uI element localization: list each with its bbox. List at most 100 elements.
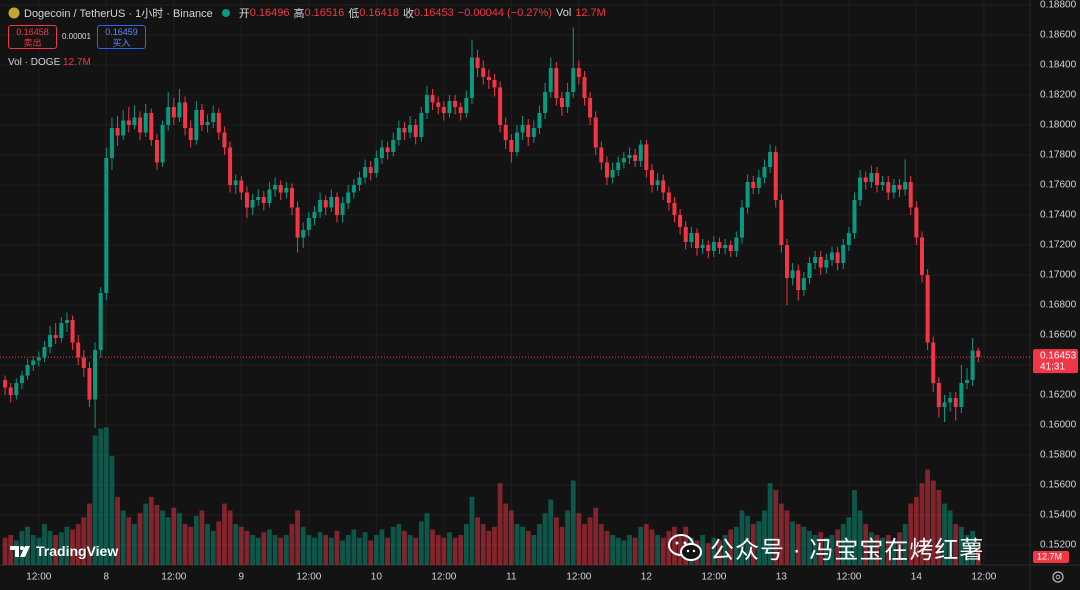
volume-bar	[385, 537, 390, 565]
candle-body	[751, 181, 756, 188]
volume-bar	[30, 535, 36, 565]
volume-bar	[812, 535, 818, 565]
candle-body	[36, 357, 41, 361]
volume-bar	[340, 540, 345, 565]
tradingview-logo[interactable]: TradingView	[10, 543, 118, 559]
volume-bar	[458, 535, 464, 565]
volume-bar	[480, 524, 486, 565]
candle-body	[211, 112, 216, 122]
candle-body	[441, 106, 446, 113]
volume-bar	[930, 480, 936, 565]
volume-bar	[368, 540, 374, 565]
y-tick-label: 0.17600	[1040, 180, 1077, 191]
candle-body	[717, 241, 722, 248]
candle-body	[453, 100, 458, 107]
legend-header: Dogecoin / TetherUS · 1小时 · Binance 开 0.1…	[8, 5, 606, 21]
candle-body	[289, 187, 294, 208]
y-tick-label: 0.15200	[1040, 540, 1077, 551]
candle-body	[64, 320, 69, 324]
volume-bar	[672, 526, 677, 565]
volume-bar	[58, 532, 64, 565]
volume-bar	[790, 521, 796, 565]
candle-body	[903, 181, 908, 190]
volume-bar	[632, 537, 638, 565]
volume-bar	[109, 455, 115, 565]
candle-body	[964, 380, 969, 384]
candle-body	[340, 202, 345, 215]
volume-bar	[70, 529, 75, 565]
volume-bar	[177, 513, 182, 565]
candle-body	[931, 342, 936, 384]
vol-label: Vol	[555, 7, 572, 19]
watermark: 公众号 · 冯宝宝在烤红薯	[668, 530, 984, 565]
volume-bar	[182, 524, 188, 565]
candle-body	[880, 181, 885, 185]
candle-body	[278, 184, 283, 193]
sell-price: 0.16458	[16, 27, 49, 37]
volume-bar	[548, 499, 554, 565]
candle-body	[391, 139, 396, 152]
volume-bar	[255, 537, 261, 565]
ohlc-label: 低	[348, 8, 360, 20]
volume-bar	[103, 427, 109, 565]
candle-body	[841, 244, 846, 263]
volume-bar	[328, 537, 334, 565]
candle-body	[199, 109, 204, 125]
candle-body	[908, 181, 913, 208]
volume-bar	[188, 526, 194, 565]
volume-bar	[807, 530, 812, 565]
volume-bar	[615, 537, 621, 565]
candle-body	[891, 184, 896, 193]
buy-button[interactable]: 0.16459 买入	[97, 25, 146, 49]
candle-body	[520, 124, 525, 133]
candle-body	[53, 335, 58, 339]
volume-bar	[154, 505, 160, 565]
volume-bar	[126, 517, 132, 565]
candle-body	[582, 76, 587, 98]
volume-bar	[756, 521, 762, 565]
volume-bar	[418, 521, 424, 565]
candle-body	[323, 199, 328, 208]
candle-body	[498, 87, 503, 125]
candle-body	[829, 252, 834, 260]
volume-bar	[171, 507, 177, 565]
y-tick-label: 0.16000	[1040, 420, 1077, 431]
candle-body	[160, 124, 165, 163]
x-tick-label: 12:00	[566, 572, 591, 583]
volume-bar	[947, 510, 953, 565]
volume-bar	[880, 537, 886, 565]
volume-bar	[81, 517, 87, 565]
volume-bar	[840, 524, 846, 565]
y-tick-label: 0.15400	[1040, 510, 1077, 521]
candle-body	[368, 166, 373, 173]
candle-body	[953, 398, 958, 408]
volume-bar	[2, 537, 8, 565]
candle-body	[514, 132, 519, 152]
y-tick-label: 0.18800	[1040, 0, 1077, 11]
volume-bar	[137, 513, 143, 565]
candle-body	[357, 177, 362, 185]
candle-body	[790, 270, 795, 278]
candle-body	[194, 109, 199, 140]
candle-body	[408, 124, 413, 133]
candle-body	[689, 232, 694, 242]
candle-body	[936, 383, 941, 408]
candle-body	[138, 117, 143, 133]
volume-bar	[115, 496, 120, 565]
x-tick-label: 12:00	[296, 572, 321, 583]
settings-button[interactable]	[1052, 571, 1064, 583]
candle-body	[610, 169, 615, 178]
volume-bar	[610, 535, 615, 565]
volume-bar	[323, 535, 329, 565]
candle-body	[8, 387, 13, 396]
candle-body	[925, 274, 930, 343]
volume-bar	[42, 524, 47, 565]
candle-body	[593, 117, 598, 148]
sell-button[interactable]: 0.16458 卖出	[8, 25, 57, 49]
buy-label: 买入	[112, 38, 131, 48]
candle-body	[447, 100, 452, 113]
volume-bar	[92, 435, 98, 565]
volume-bar	[936, 490, 942, 565]
volume-bar	[857, 510, 863, 565]
volume-bar	[267, 529, 272, 565]
